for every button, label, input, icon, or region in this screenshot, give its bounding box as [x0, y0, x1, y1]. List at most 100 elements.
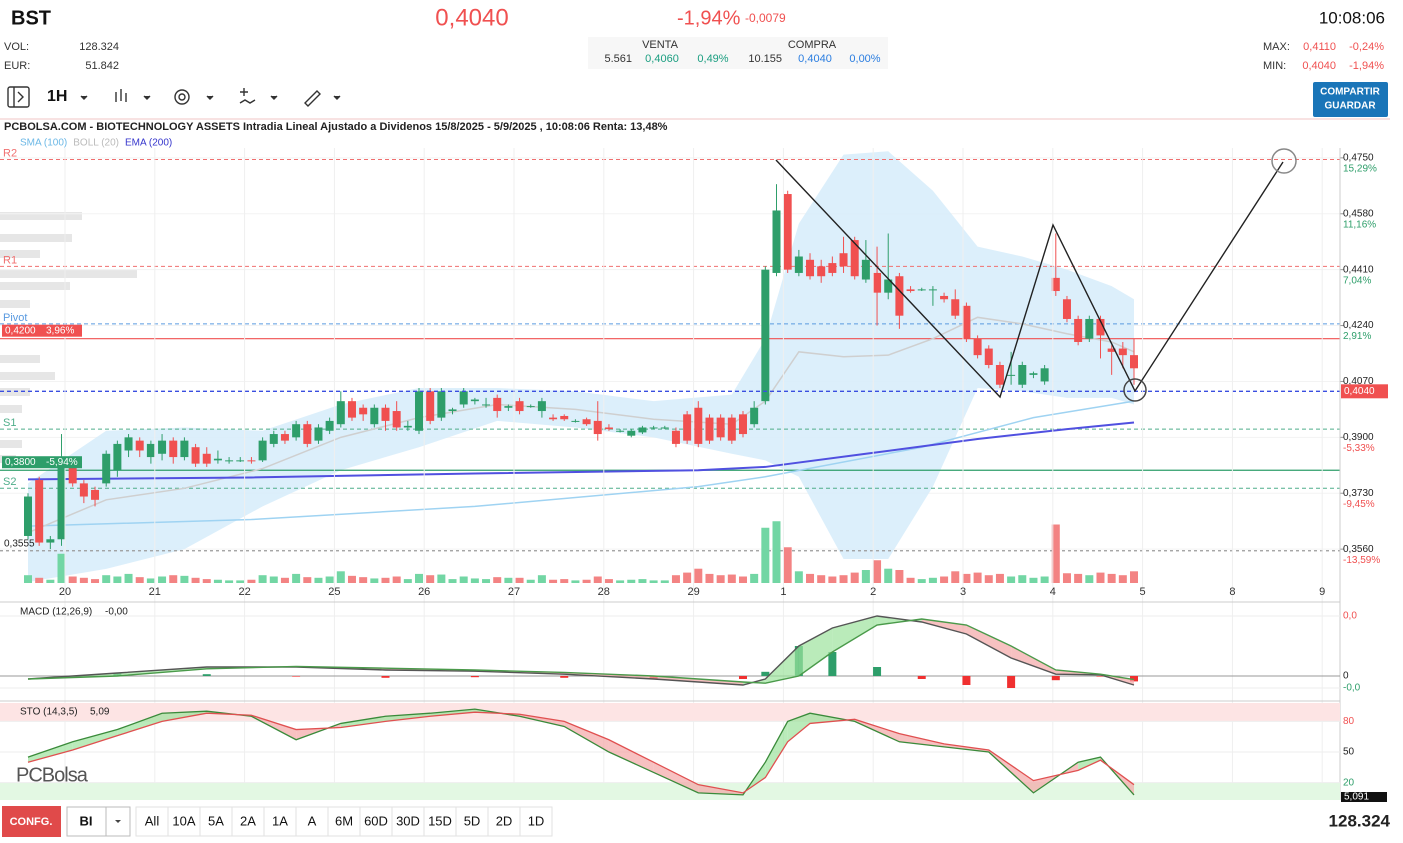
caret[interactable] [80, 95, 88, 100]
volume-profile [0, 212, 137, 463]
candle-body [828, 263, 837, 273]
candle-body [482, 404, 491, 406]
config-label: CONFG. [10, 816, 53, 828]
volume-bar [459, 576, 468, 583]
candle-body [884, 279, 893, 293]
volume-bar [46, 579, 55, 583]
volume-bar [627, 579, 636, 583]
range-button[interactable] [199, 806, 233, 837]
volume-bar [537, 575, 546, 583]
candle-body [169, 440, 178, 458]
macd-histogram [381, 676, 390, 678]
candle-body [336, 401, 345, 425]
range-label: 15D [428, 813, 452, 828]
range-button[interactable] [295, 806, 329, 837]
range-button[interactable] [455, 806, 489, 837]
y-tick-label: 0,4240 [1343, 320, 1374, 331]
range-button[interactable] [263, 806, 297, 837]
candle-body [515, 401, 524, 412]
range-button[interactable] [167, 806, 201, 837]
volume-bar [1062, 573, 1071, 583]
y-tick-label: 0,3560 [1343, 544, 1374, 555]
volume-bar [928, 577, 937, 583]
config-button[interactable] [2, 806, 61, 837]
macd-histogram [202, 674, 211, 676]
y-tick-label: 0,4070 [1343, 376, 1374, 387]
min: 0,4040 [1302, 60, 1336, 72]
candle-body [46, 539, 55, 543]
quote-box [588, 37, 888, 69]
candle-body [593, 420, 602, 435]
candle-body [57, 466, 66, 540]
volume-bar [415, 573, 424, 583]
change: -0,0079 [745, 11, 786, 25]
range-button[interactable] [519, 806, 553, 837]
range-button[interactable] [359, 806, 393, 837]
volume-bar [336, 571, 345, 583]
volume-bar [1018, 575, 1027, 583]
candle-body [940, 295, 949, 300]
chart-title: PCBOLSA.COM - BIOTECHNOLOGY ASSETS Intra… [4, 121, 668, 133]
volume-bar [660, 580, 669, 583]
volume-bar [549, 579, 558, 583]
range-button[interactable] [391, 806, 425, 837]
settings-button[interactable] [174, 89, 190, 105]
volume-bar [91, 579, 100, 583]
interval[interactable]: 1H [47, 88, 67, 105]
legend-entry: BOLL (20) [73, 138, 119, 149]
sto-fill [430, 709, 475, 717]
macd-histogram [873, 667, 882, 676]
volume-bar [68, 576, 77, 583]
volume-bar [884, 568, 893, 583]
sto-fill [72, 729, 118, 750]
volume-bar [292, 573, 301, 583]
x-tick-label: 3 [960, 586, 966, 598]
change-pct: -1,94% [677, 7, 741, 29]
candle-body [24, 496, 32, 536]
candle-body [325, 420, 334, 431]
min-pct: -1,94% [1349, 60, 1384, 72]
macd-histogram [738, 676, 747, 679]
sto-fill [564, 721, 609, 753]
candle-body [102, 453, 111, 484]
sto-fill [765, 721, 788, 778]
oversold-zone [0, 782, 1340, 800]
x-tick-label: 8 [1229, 586, 1235, 598]
range-label: A [308, 813, 317, 828]
level-tag-pct: -5,94% [46, 457, 78, 468]
volume-bar [1130, 571, 1138, 583]
candle-body [113, 443, 122, 471]
candle-body [839, 253, 848, 267]
chart-type-button[interactable] [115, 89, 127, 102]
volume-bar [616, 580, 625, 583]
x-tick-label: 28 [598, 586, 610, 598]
macd-histogram [292, 676, 301, 677]
volume-bar [24, 575, 32, 583]
range-button[interactable] [327, 806, 361, 837]
macd-panel: 0,0 0-0,0 MACD (12,26,9) -0,00 [0, 607, 1361, 694]
range-label: 6M [335, 813, 353, 828]
sto-title: STO (14,3,5) [20, 707, 78, 718]
range-button[interactable] [487, 806, 521, 837]
candle-body [660, 427, 669, 429]
range-label: 2A [240, 813, 256, 828]
volume-bar [828, 576, 837, 583]
sto-fill [787, 713, 811, 742]
panel-button[interactable] [7, 86, 30, 108]
sto-fill [608, 739, 654, 773]
volume-bar [325, 576, 334, 583]
total: 128.324 [1329, 811, 1391, 830]
volume-bar [783, 547, 792, 583]
volume-bar [314, 577, 323, 583]
range-label: 5A [208, 813, 224, 828]
last-price-tag [1341, 384, 1388, 399]
share-button[interactable] [1313, 82, 1388, 117]
indicator-button[interactable] [239, 88, 256, 104]
range-button[interactable] [231, 806, 265, 837]
candle-body [247, 460, 256, 462]
volume-bar [247, 579, 256, 583]
eur: 51.842 [85, 60, 119, 72]
select[interactable] [66, 806, 131, 837]
draw-button[interactable] [304, 90, 321, 107]
